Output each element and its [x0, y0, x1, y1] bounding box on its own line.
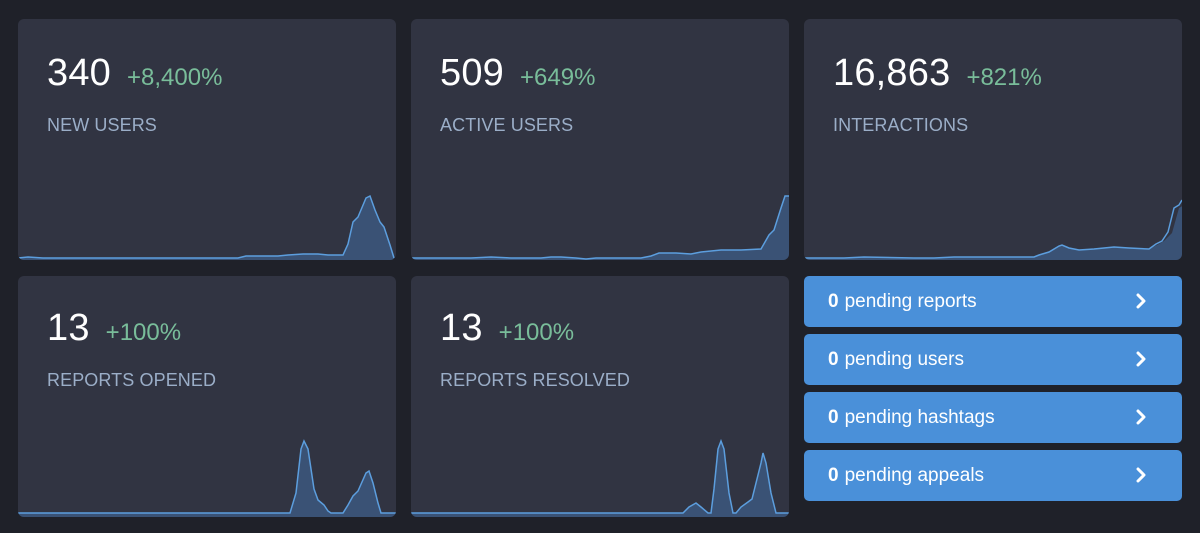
stat-card-reports-opened: 13 +100% REPORTS OPENED [18, 276, 396, 517]
pending-hashtags-button[interactable]: 0 pending hashtags [804, 392, 1182, 443]
pending-count: 0 [828, 290, 839, 312]
stat-value-row: 509 +649% [440, 52, 595, 95]
pending-label: pending reports [844, 290, 977, 312]
stat-value: 340 [47, 52, 112, 94]
stat-card-interactions: 16,863 +821% INTERACTIONS [804, 19, 1182, 260]
chevron-right-icon [1136, 351, 1146, 367]
stat-value-row: 13 +100% [440, 307, 574, 350]
stat-delta: +8,400% [127, 64, 223, 91]
chevron-right-icon [1136, 293, 1146, 309]
sparkline-chart [411, 195, 789, 260]
sparkline-chart [411, 438, 789, 517]
chevron-right-icon [1136, 409, 1146, 425]
sparkline-chart [804, 199, 1182, 260]
stat-value: 509 [440, 52, 505, 94]
stat-label: REPORTS RESOLVED [440, 370, 630, 390]
pending-label: pending hashtags [844, 406, 995, 428]
pending-count: 0 [828, 464, 839, 486]
stat-label: ACTIVE USERS [440, 115, 574, 135]
stat-value: 13 [440, 307, 483, 349]
sparkline-chart [18, 194, 396, 260]
stat-value-row: 16,863 +821% [833, 52, 1042, 95]
stat-delta: +649% [520, 64, 596, 91]
stat-value: 16,863 [833, 52, 951, 94]
pending-count: 0 [828, 348, 839, 370]
stat-delta: +821% [966, 64, 1042, 91]
stat-value-row: 340 +8,400% [47, 52, 222, 95]
chevron-right-icon [1136, 467, 1146, 483]
pending-reports-button[interactable]: 0 pending reports [804, 276, 1182, 327]
pending-count: 0 [828, 406, 839, 428]
stat-value: 13 [47, 307, 90, 349]
stat-label: REPORTS OPENED [47, 370, 217, 390]
stat-value-row: 13 +100% [47, 307, 181, 350]
stat-card-active-users: 509 +649% ACTIVE USERS [411, 19, 789, 260]
pending-users-button[interactable]: 0 pending users [804, 334, 1182, 385]
stat-delta: +100% [105, 319, 182, 346]
pending-label: pending users [844, 348, 964, 370]
stat-card-reports-resolved: 13 +100% REPORTS RESOLVED [411, 276, 789, 517]
pending-appeals-button[interactable]: 0 pending appeals [804, 450, 1182, 501]
stat-delta: +100% [498, 319, 575, 346]
stat-label: NEW USERS [47, 115, 157, 135]
stat-card-new-users: 340 +8,400% NEW USERS [18, 19, 396, 260]
stat-label: INTERACTIONS [833, 115, 969, 135]
sparkline-chart [18, 439, 396, 517]
pending-label: pending appeals [844, 464, 985, 486]
